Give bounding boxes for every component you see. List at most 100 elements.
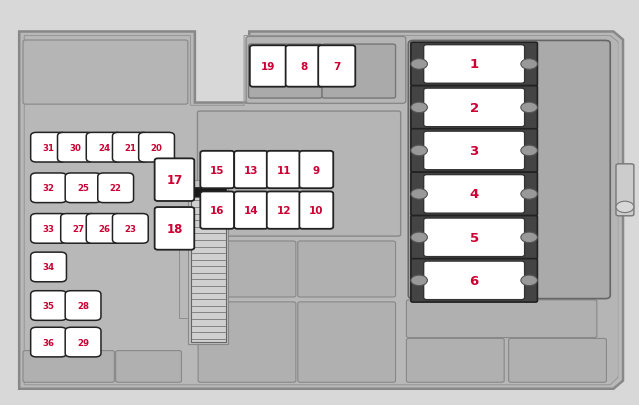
Text: 21: 21 [125, 143, 136, 152]
Text: 15: 15 [210, 165, 224, 175]
FancyBboxPatch shape [31, 214, 66, 243]
FancyBboxPatch shape [406, 300, 597, 338]
Text: 36: 36 [43, 338, 54, 347]
FancyBboxPatch shape [318, 46, 355, 87]
FancyBboxPatch shape [198, 241, 296, 297]
FancyBboxPatch shape [299, 192, 334, 229]
Text: 6: 6 [470, 274, 479, 287]
FancyBboxPatch shape [411, 216, 537, 260]
FancyBboxPatch shape [424, 175, 525, 214]
Text: 4: 4 [470, 188, 479, 201]
Polygon shape [19, 32, 623, 389]
Text: 12: 12 [277, 206, 291, 215]
Text: 19: 19 [261, 62, 275, 72]
Text: 5: 5 [470, 231, 479, 244]
FancyBboxPatch shape [112, 133, 148, 162]
FancyBboxPatch shape [61, 214, 96, 243]
FancyBboxPatch shape [322, 45, 396, 99]
FancyBboxPatch shape [286, 46, 323, 87]
Circle shape [521, 103, 537, 113]
FancyBboxPatch shape [267, 192, 300, 229]
FancyBboxPatch shape [250, 46, 287, 87]
FancyBboxPatch shape [31, 291, 66, 321]
Circle shape [521, 232, 537, 243]
Bar [190, 198, 226, 342]
FancyBboxPatch shape [86, 133, 122, 162]
Circle shape [521, 189, 537, 200]
FancyBboxPatch shape [424, 46, 525, 84]
FancyBboxPatch shape [201, 151, 234, 189]
FancyBboxPatch shape [234, 192, 268, 229]
FancyBboxPatch shape [31, 253, 66, 282]
FancyBboxPatch shape [411, 259, 537, 302]
Circle shape [411, 60, 427, 70]
FancyBboxPatch shape [616, 164, 634, 216]
FancyBboxPatch shape [246, 37, 406, 104]
Text: 8: 8 [300, 62, 308, 72]
Circle shape [411, 146, 427, 156]
Text: 35: 35 [43, 301, 54, 310]
FancyBboxPatch shape [411, 173, 537, 216]
FancyBboxPatch shape [65, 291, 101, 321]
FancyBboxPatch shape [299, 151, 334, 189]
Text: 14: 14 [244, 206, 258, 215]
Text: 23: 23 [125, 224, 136, 233]
FancyBboxPatch shape [112, 214, 148, 243]
Text: 22: 22 [110, 184, 121, 193]
Text: 2: 2 [470, 102, 479, 115]
FancyBboxPatch shape [411, 130, 537, 173]
FancyBboxPatch shape [406, 339, 504, 382]
Text: 16: 16 [210, 206, 224, 215]
Text: 10: 10 [309, 206, 323, 215]
Circle shape [411, 232, 427, 243]
Text: 27: 27 [73, 224, 84, 233]
Circle shape [411, 275, 427, 286]
FancyBboxPatch shape [298, 241, 396, 297]
Circle shape [411, 103, 427, 113]
FancyBboxPatch shape [155, 207, 194, 250]
Text: 24: 24 [98, 143, 110, 152]
Circle shape [616, 202, 634, 213]
FancyBboxPatch shape [65, 327, 101, 357]
Text: 11: 11 [277, 165, 291, 175]
Text: 26: 26 [98, 224, 110, 233]
FancyBboxPatch shape [424, 89, 525, 127]
Bar [188, 180, 229, 344]
FancyBboxPatch shape [411, 86, 537, 130]
FancyBboxPatch shape [155, 159, 194, 201]
FancyBboxPatch shape [198, 302, 296, 382]
Text: 31: 31 [43, 143, 54, 152]
Text: 34: 34 [43, 263, 54, 272]
FancyBboxPatch shape [65, 173, 101, 203]
FancyBboxPatch shape [23, 351, 114, 382]
Text: 33: 33 [43, 224, 54, 233]
Bar [190, 187, 226, 198]
FancyBboxPatch shape [31, 133, 66, 162]
FancyBboxPatch shape [31, 327, 66, 357]
Bar [179, 206, 188, 318]
Text: 13: 13 [244, 165, 258, 175]
FancyBboxPatch shape [424, 218, 525, 257]
Circle shape [521, 60, 537, 70]
FancyBboxPatch shape [139, 133, 174, 162]
FancyBboxPatch shape [86, 214, 122, 243]
FancyBboxPatch shape [298, 302, 396, 382]
FancyBboxPatch shape [31, 173, 66, 203]
FancyBboxPatch shape [267, 151, 300, 189]
Text: 28: 28 [77, 301, 89, 310]
Text: 17: 17 [166, 174, 183, 187]
FancyBboxPatch shape [201, 192, 234, 229]
FancyBboxPatch shape [58, 133, 93, 162]
Text: 32: 32 [43, 184, 54, 193]
FancyBboxPatch shape [116, 351, 181, 382]
FancyBboxPatch shape [424, 262, 525, 300]
Text: 29: 29 [77, 338, 89, 347]
Circle shape [521, 146, 537, 156]
Text: 7: 7 [333, 62, 341, 72]
Text: 18: 18 [166, 222, 183, 235]
FancyBboxPatch shape [23, 41, 188, 105]
FancyBboxPatch shape [249, 45, 322, 99]
Text: 25: 25 [77, 184, 89, 193]
Circle shape [411, 189, 427, 200]
Text: 20: 20 [151, 143, 162, 152]
